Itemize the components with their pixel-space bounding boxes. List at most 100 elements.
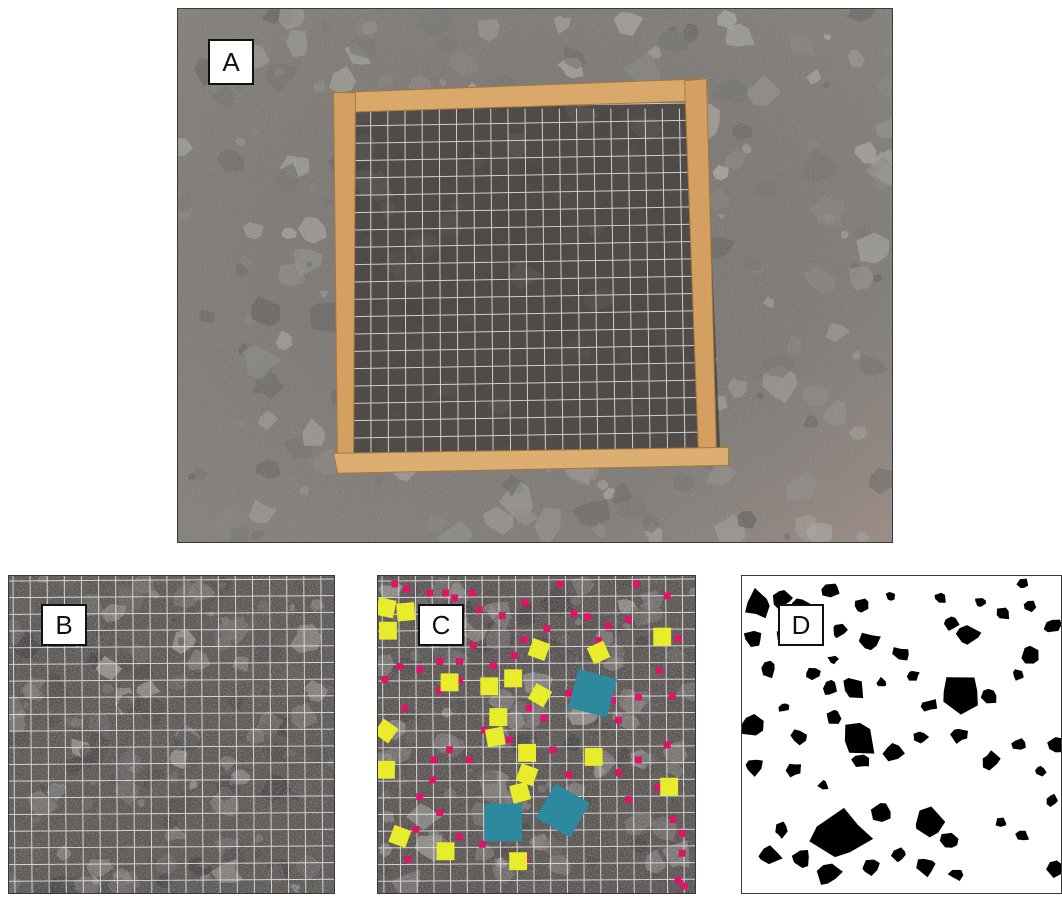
rock-blob xyxy=(843,677,864,699)
medium-clast-marker xyxy=(527,638,551,661)
rock-blob xyxy=(916,858,936,878)
small-clast-marker xyxy=(489,661,497,669)
small-clast-marker xyxy=(565,689,573,697)
rock-blob xyxy=(1015,830,1030,841)
medium-clast-marker xyxy=(660,777,679,796)
small-clast-marker xyxy=(442,589,450,597)
small-clast-marker xyxy=(615,716,622,724)
small-clast-marker xyxy=(678,829,686,837)
small-clast-marker xyxy=(446,746,454,754)
rock-blob xyxy=(950,728,968,744)
small-clast-marker xyxy=(404,855,412,863)
medium-clast-marker xyxy=(480,677,499,696)
medium-clast-marker xyxy=(440,673,459,692)
large-clast-marker xyxy=(484,803,523,842)
medium-clast-marker xyxy=(489,708,508,727)
small-clast-marker xyxy=(549,746,557,754)
rock-blob xyxy=(761,660,775,679)
small-clast-marker xyxy=(498,612,506,620)
medium-clast-marker xyxy=(378,718,399,744)
small-clast-marker xyxy=(480,726,488,734)
panel-label-d: D xyxy=(778,604,824,646)
small-clast-marker xyxy=(624,616,632,624)
rock-blob xyxy=(778,703,790,712)
medium-clast-marker xyxy=(518,743,537,762)
medium-clast-marker xyxy=(653,627,672,646)
small-clast-marker xyxy=(396,662,404,670)
rock-blob xyxy=(920,699,938,712)
rock-blob xyxy=(1046,860,1061,878)
small-clast-marker xyxy=(456,657,463,665)
small-clast-marker xyxy=(436,686,444,694)
rock-blob xyxy=(943,677,978,715)
rock-blob xyxy=(862,859,880,877)
rock-blob xyxy=(785,763,802,778)
medium-clast-marker xyxy=(388,824,412,848)
rock-blob xyxy=(915,806,946,838)
small-clast-marker xyxy=(655,666,663,674)
small-clast-marker xyxy=(543,625,551,633)
rock-blob xyxy=(806,667,821,681)
rock-blob xyxy=(833,623,848,639)
small-clast-marker xyxy=(510,652,518,659)
photo-panel-a: A xyxy=(177,8,893,543)
rock-blob xyxy=(816,863,843,885)
photo-panel-b: B xyxy=(8,575,335,894)
small-clast-marker xyxy=(615,769,622,777)
rock-blob xyxy=(826,709,842,724)
small-clast-marker xyxy=(456,676,463,684)
large-clast-marker xyxy=(535,783,590,838)
large-clast-marker xyxy=(568,668,617,718)
small-clast-marker xyxy=(478,840,486,848)
small-clast-marker xyxy=(584,613,592,621)
small-clast-marker xyxy=(632,580,640,588)
small-clast-marker xyxy=(391,580,399,588)
rock-blob xyxy=(854,598,869,613)
small-clast-marker xyxy=(668,692,676,700)
small-clast-marker xyxy=(412,825,420,833)
medium-clast-marker xyxy=(504,669,523,688)
rock-blob xyxy=(1043,619,1061,633)
rock-blob xyxy=(934,592,946,603)
rock-blob xyxy=(827,655,840,665)
small-clast-marker xyxy=(595,637,603,645)
photo-panel-c: C xyxy=(377,575,696,894)
rock-blob xyxy=(858,632,881,651)
rock-blob xyxy=(1013,669,1024,681)
small-clast-marker xyxy=(609,696,616,704)
small-clast-marker xyxy=(663,741,671,749)
wooden-frame xyxy=(332,78,729,474)
small-clast-marker xyxy=(525,704,533,712)
medium-clast-marker xyxy=(509,852,528,871)
rock-blob xyxy=(870,803,891,823)
medium-clast-marker xyxy=(378,621,397,640)
small-clast-marker xyxy=(429,776,437,784)
rock-blob xyxy=(809,807,874,858)
rock-blob xyxy=(743,630,762,647)
small-clast-marker xyxy=(605,622,613,630)
rock-blob xyxy=(1016,578,1029,589)
medium-clast-marker xyxy=(436,842,455,861)
small-clast-marker xyxy=(540,714,548,722)
rock-blob xyxy=(980,688,997,704)
rock-blob xyxy=(821,583,840,598)
medium-clast-marker xyxy=(586,640,611,665)
small-clast-marker xyxy=(570,610,578,618)
small-clast-marker xyxy=(456,832,463,840)
rock-blob xyxy=(890,847,906,863)
rock-blob xyxy=(758,845,783,865)
panel-label-a: A xyxy=(208,39,254,85)
rock-blob xyxy=(1047,737,1061,753)
medium-clast-marker xyxy=(509,781,532,804)
medium-clast-marker xyxy=(515,763,539,787)
small-clast-marker xyxy=(505,736,513,744)
rock-blob xyxy=(791,849,809,868)
small-clast-marker xyxy=(416,793,424,801)
small-clast-marker xyxy=(674,876,682,884)
small-clast-marker xyxy=(465,756,473,764)
panel-label-b: B xyxy=(41,604,87,646)
binary-mask-panel-d: D xyxy=(741,575,1062,894)
rock-blob xyxy=(882,742,905,762)
rock-blob xyxy=(775,821,788,839)
small-clast-marker xyxy=(475,606,483,614)
